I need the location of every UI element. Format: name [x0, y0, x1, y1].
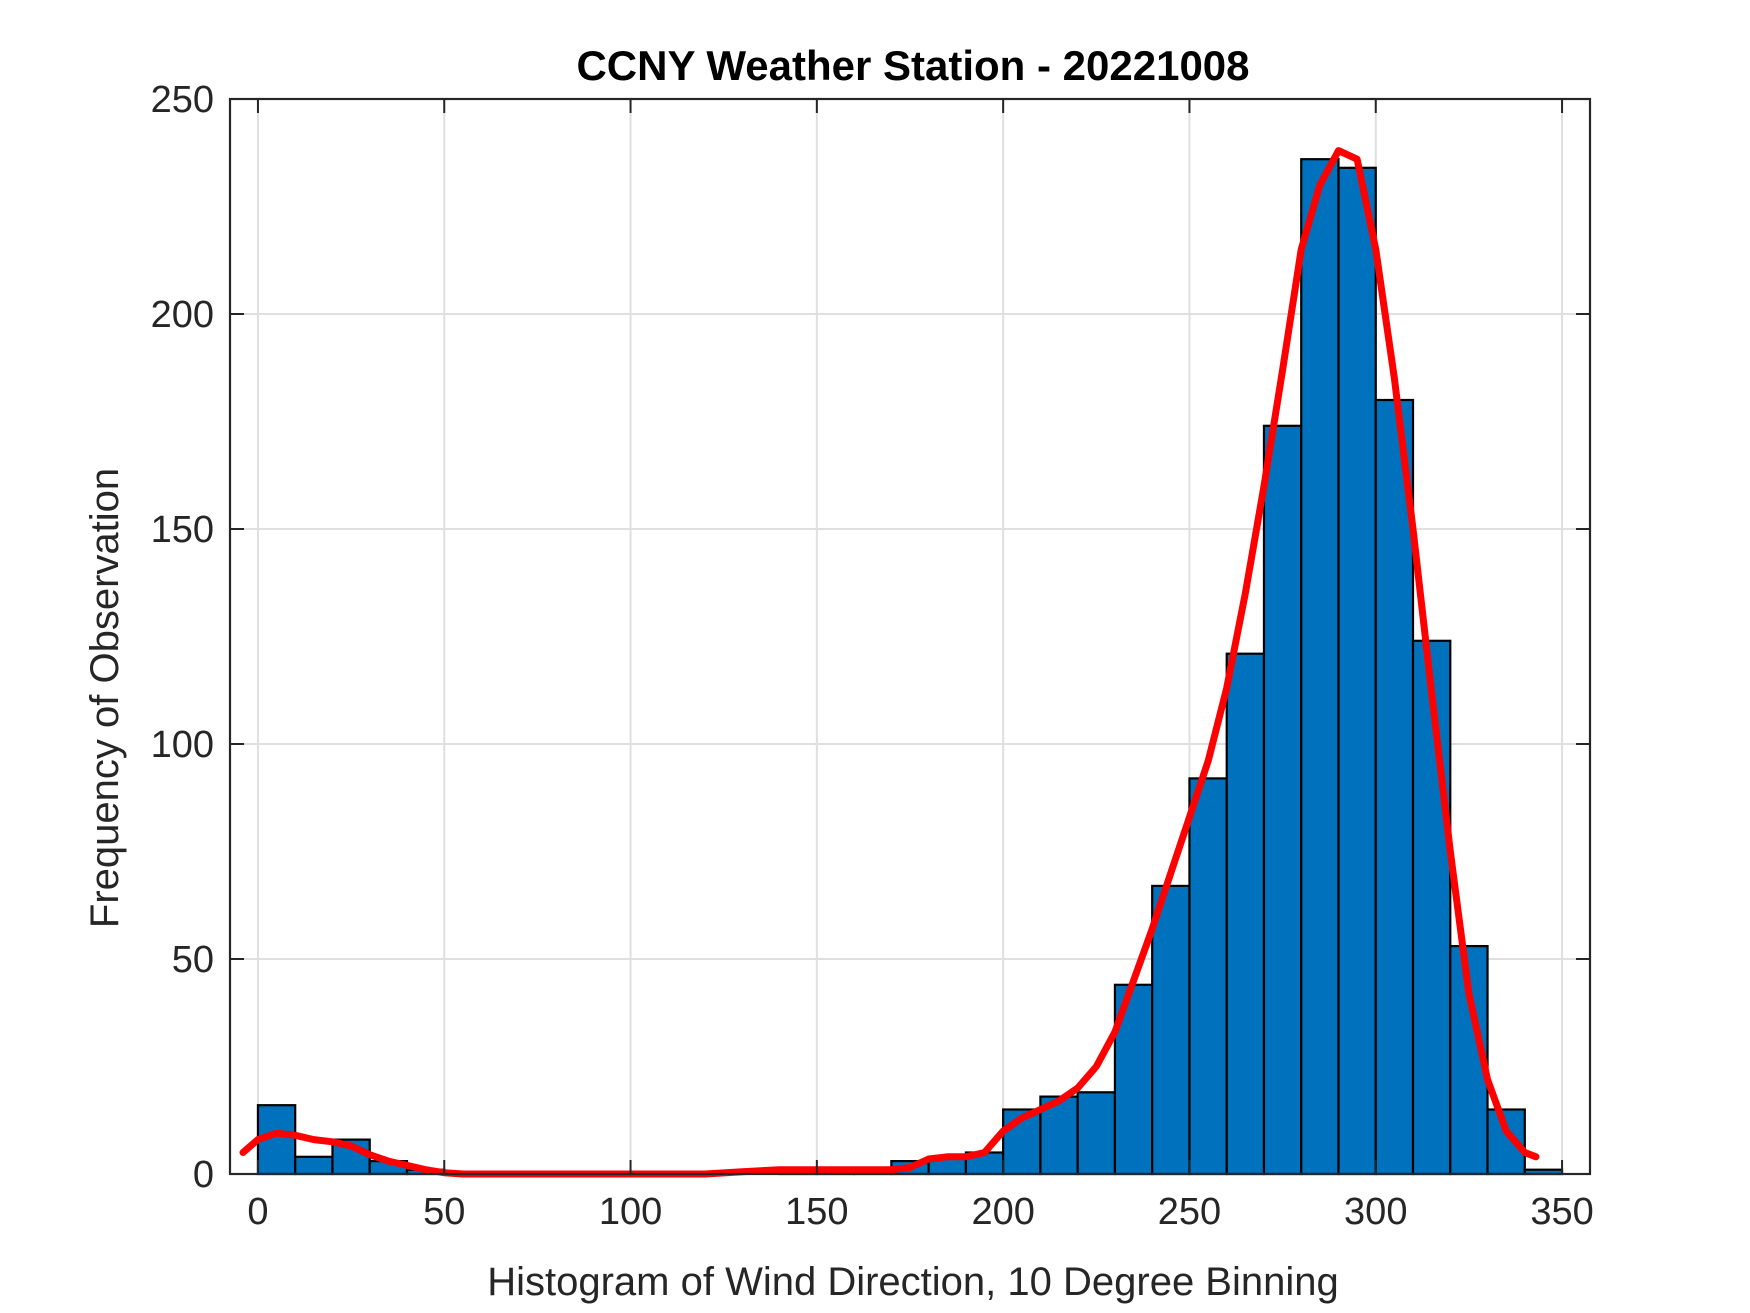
y-tick-label: 200 — [151, 294, 214, 336]
histogram-bar — [1337, 166, 1377, 1176]
x-tick-label: 250 — [1158, 1191, 1221, 1233]
y-tick-label: 100 — [151, 724, 214, 766]
y-axis-label: Frequency of Observation — [83, 468, 127, 928]
x-tick-label: 200 — [971, 1191, 1034, 1233]
x-tick-label: 0 — [247, 1191, 268, 1233]
axes-frame — [228, 97, 1592, 1176]
y-tick-label: 150 — [151, 509, 214, 551]
histogram-bar — [1411, 639, 1452, 1176]
histogram-bar — [1188, 777, 1228, 1176]
x-tick-label: 350 — [1530, 1191, 1593, 1233]
x-tick-label: 50 — [423, 1191, 465, 1233]
x-tick-label: 150 — [785, 1191, 848, 1233]
histogram-bar — [294, 1155, 334, 1176]
x-tick-label: 100 — [599, 1191, 662, 1233]
tick-marks-and-labels: 0 50 100 150 200 250 300 350 0 50 100 150 200 250 — [151, 79, 1594, 1233]
chart-title: CCNY Weather Station - 20221008 — [576, 42, 1249, 89]
axes-box — [228, 97, 1592, 1176]
histogram-bar — [1300, 158, 1340, 1176]
histogram-bar — [1262, 424, 1303, 1176]
histogram-bars — [256, 158, 1564, 1176]
y-tick-label: 0 — [193, 1154, 214, 1196]
fit-curve — [239, 147, 1540, 1178]
histogram-bar — [1225, 652, 1266, 1176]
y-tick-label: 50 — [172, 939, 214, 981]
x-axis-label: Histogram of Wind Direction, 10 Degree B… — [487, 1260, 1339, 1304]
histogram-bar — [1374, 398, 1415, 1176]
fit-curve-line — [239, 147, 1540, 1178]
x-tick-label: 300 — [1344, 1191, 1407, 1233]
histogram-bar — [1076, 1091, 1117, 1176]
y-tick-label: 250 — [151, 79, 214, 121]
histogram-bar — [1151, 884, 1191, 1176]
